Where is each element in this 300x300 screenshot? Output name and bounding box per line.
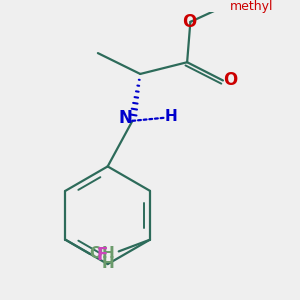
Text: H: H: [102, 256, 115, 271]
Text: O: O: [224, 71, 238, 89]
Text: O: O: [183, 13, 197, 31]
Text: F: F: [97, 246, 108, 264]
Text: OH: OH: [89, 246, 115, 261]
Text: methyl: methyl: [230, 0, 273, 14]
Text: H: H: [165, 110, 178, 124]
Text: N: N: [119, 109, 133, 127]
